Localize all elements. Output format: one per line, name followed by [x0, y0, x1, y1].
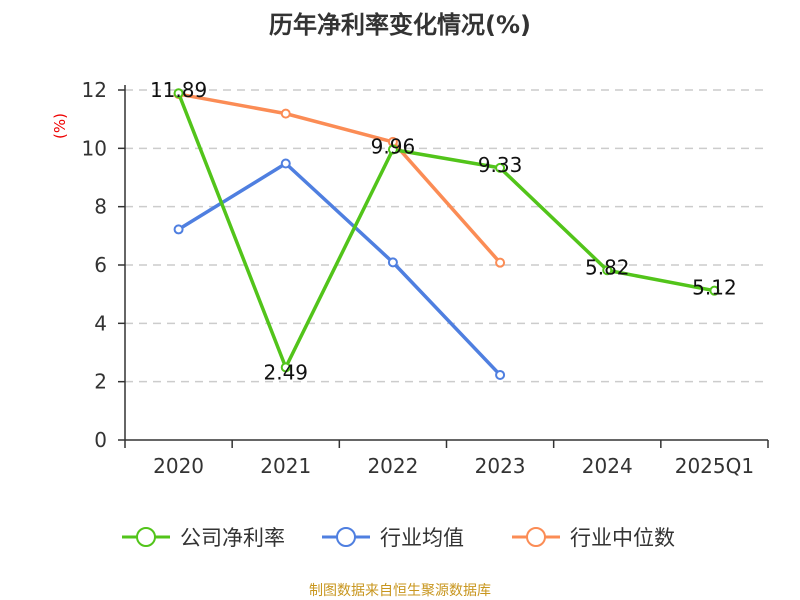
- x-tick-label: 2020: [153, 454, 204, 478]
- y-axis-unit: (%): [51, 113, 69, 139]
- data-point: [280, 158, 291, 169]
- data-point: [387, 257, 398, 268]
- chart-title: 历年净利率变化情况(%): [269, 11, 531, 39]
- y-tick-label: 2: [94, 370, 107, 394]
- y-tick-label: 8: [94, 195, 107, 219]
- data-label: 9.33: [478, 153, 523, 177]
- data-label: 2.49: [263, 360, 308, 384]
- data-point: [387, 144, 398, 155]
- x-tick-label: 2022: [367, 454, 418, 478]
- data-point: [495, 257, 506, 268]
- data-point: [280, 108, 291, 119]
- legend-label: 行业均值: [380, 526, 464, 550]
- x-tick-label: 2023: [475, 454, 526, 478]
- x-tick-label: 2024: [582, 454, 633, 478]
- y-tick-label: 12: [82, 78, 107, 102]
- x-tick-label: 2025Q1: [675, 454, 754, 478]
- legend-label: 行业中位数: [570, 526, 675, 550]
- legend-marker-icon: [336, 527, 356, 547]
- data-point: [602, 265, 613, 276]
- data-label: 5.12: [692, 276, 737, 300]
- data-point: [173, 224, 184, 235]
- data-label: 9.96: [371, 135, 416, 159]
- data-label: 11.89: [150, 78, 207, 102]
- series-line: [176, 92, 715, 370]
- data-label: 5.82: [585, 255, 630, 279]
- y-tick-label: 0: [94, 428, 107, 452]
- y-tick-label: 4: [94, 311, 107, 335]
- x-tick-label: 2021: [260, 454, 311, 478]
- series-line: [177, 161, 502, 377]
- y-tick-label: 6: [94, 253, 107, 277]
- data-point: [495, 162, 506, 173]
- legend-marker-icon: [136, 527, 156, 547]
- legend-marker-icon: [526, 527, 546, 547]
- data-point: [280, 362, 291, 373]
- legend-label: 公司净利率: [180, 526, 285, 550]
- data-point: [495, 369, 506, 380]
- data-point: [173, 88, 184, 99]
- source-note: 制图数据来自恒生聚源数据库: [309, 583, 491, 599]
- data-point: [709, 285, 720, 296]
- y-tick-label: 10: [82, 136, 107, 160]
- series-line: [178, 92, 502, 264]
